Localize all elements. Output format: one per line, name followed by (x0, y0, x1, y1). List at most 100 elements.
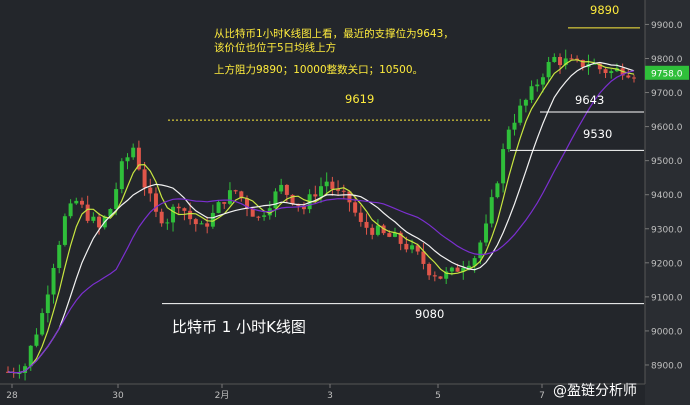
candle-body (364, 221, 369, 228)
candle-body (131, 147, 136, 158)
candle-body (546, 61, 551, 78)
candle-body (205, 223, 210, 227)
x-tick-label: 5 (435, 391, 441, 401)
candle-body (461, 267, 466, 272)
y-tick-label: 9700.0 (651, 89, 683, 99)
candle-body (370, 227, 375, 235)
x-tick-label: 30 (112, 391, 124, 401)
level-label-9080: 9080 (415, 307, 444, 321)
chart-title: 比特币 1 小时K线图 (172, 318, 306, 336)
candle-body (569, 58, 574, 60)
candle-body (17, 372, 22, 374)
candle-body (182, 208, 187, 211)
candle-body (91, 216, 96, 221)
candle-body (489, 197, 494, 224)
candle-body (136, 147, 141, 170)
candle-body (466, 265, 471, 268)
y-tick-label: 9300.0 (651, 225, 683, 235)
candle-body (563, 58, 568, 66)
y-tick-label: 8900.0 (651, 361, 683, 371)
candle-body (415, 245, 420, 252)
candle-body (410, 245, 415, 250)
candle-body (495, 183, 500, 198)
candle-body (142, 169, 147, 188)
ma-line-purple (7, 70, 635, 374)
candle-body (421, 251, 426, 264)
candle-body (159, 211, 164, 224)
candle-body (313, 194, 318, 197)
candle-body (501, 149, 506, 184)
candle-body (40, 313, 45, 335)
candle-body (341, 190, 346, 192)
candle-body (336, 189, 341, 191)
annotation-line-1: 从比特币1小时K线图上看，最近的支撑位为9643， (214, 28, 454, 40)
candle-body (279, 184, 284, 192)
candle-body (227, 190, 232, 204)
candle-body (256, 216, 261, 218)
candle-body (199, 223, 204, 225)
candle-body (353, 202, 358, 213)
candle-body (523, 99, 528, 106)
candle-body (119, 161, 124, 190)
y-tick-label: 9900.0 (651, 21, 683, 31)
candle-body (51, 267, 56, 295)
candle-body (404, 243, 409, 250)
candle-body (518, 105, 523, 123)
candle-body (125, 157, 130, 162)
y-tick-label: 9100.0 (651, 293, 683, 303)
y-tick-label: 9500.0 (651, 157, 683, 167)
candle-body (626, 75, 631, 78)
candle-body (171, 206, 176, 223)
candle-body (284, 184, 289, 195)
candle-body (472, 258, 477, 266)
candle-body (233, 190, 238, 192)
candle-body (347, 191, 352, 203)
x-tick-label: 7 (539, 391, 545, 401)
candle-body (444, 271, 449, 279)
candle-body (34, 334, 39, 346)
candle-body (358, 212, 363, 222)
candle-body (45, 294, 50, 314)
candle-body (74, 200, 79, 204)
candle-body (540, 77, 545, 85)
candle-body (85, 204, 90, 221)
candle-body (552, 56, 557, 62)
candle-body (28, 345, 33, 367)
candle-body (506, 129, 511, 150)
candle-body (273, 191, 278, 209)
current-price-badge (645, 65, 689, 80)
y-tick-label: 9200.0 (651, 259, 683, 269)
current-price-label: 9758.0 (651, 69, 683, 79)
candle-body (23, 366, 28, 373)
candle-body (330, 181, 335, 190)
candle-body (79, 200, 84, 205)
annotation-line-2: 该价位也位于5日均线上方 (214, 42, 337, 54)
candle-body (216, 202, 221, 213)
x-tick-label: 2月 (215, 390, 230, 401)
candle-body (193, 219, 198, 225)
candle-body (319, 186, 323, 197)
candle-body (301, 205, 306, 210)
candle-body (392, 232, 397, 237)
candle-body (432, 275, 437, 277)
candle-body (592, 63, 597, 65)
candle-body (558, 56, 563, 66)
x-tick-label: 28 (6, 391, 18, 401)
candle-body (108, 209, 113, 217)
annotation-line-3: 上方阻力9890；10000整数关口；10500。 (214, 64, 424, 76)
candle-body (68, 203, 73, 217)
candle-body (210, 212, 215, 227)
candle-body (114, 189, 119, 210)
level-label-9643: 9643 (575, 93, 604, 107)
y-tick-label: 9400.0 (651, 191, 683, 201)
y-tick-label: 9000.0 (651, 327, 683, 337)
candle-body (427, 263, 432, 276)
candle-body (62, 216, 67, 245)
y-tick-label: 9600.0 (651, 123, 683, 133)
candle-body (535, 84, 540, 87)
y-tick-label: 9800.0 (651, 55, 683, 65)
candle-body (597, 63, 602, 70)
candle-body (449, 267, 454, 272)
